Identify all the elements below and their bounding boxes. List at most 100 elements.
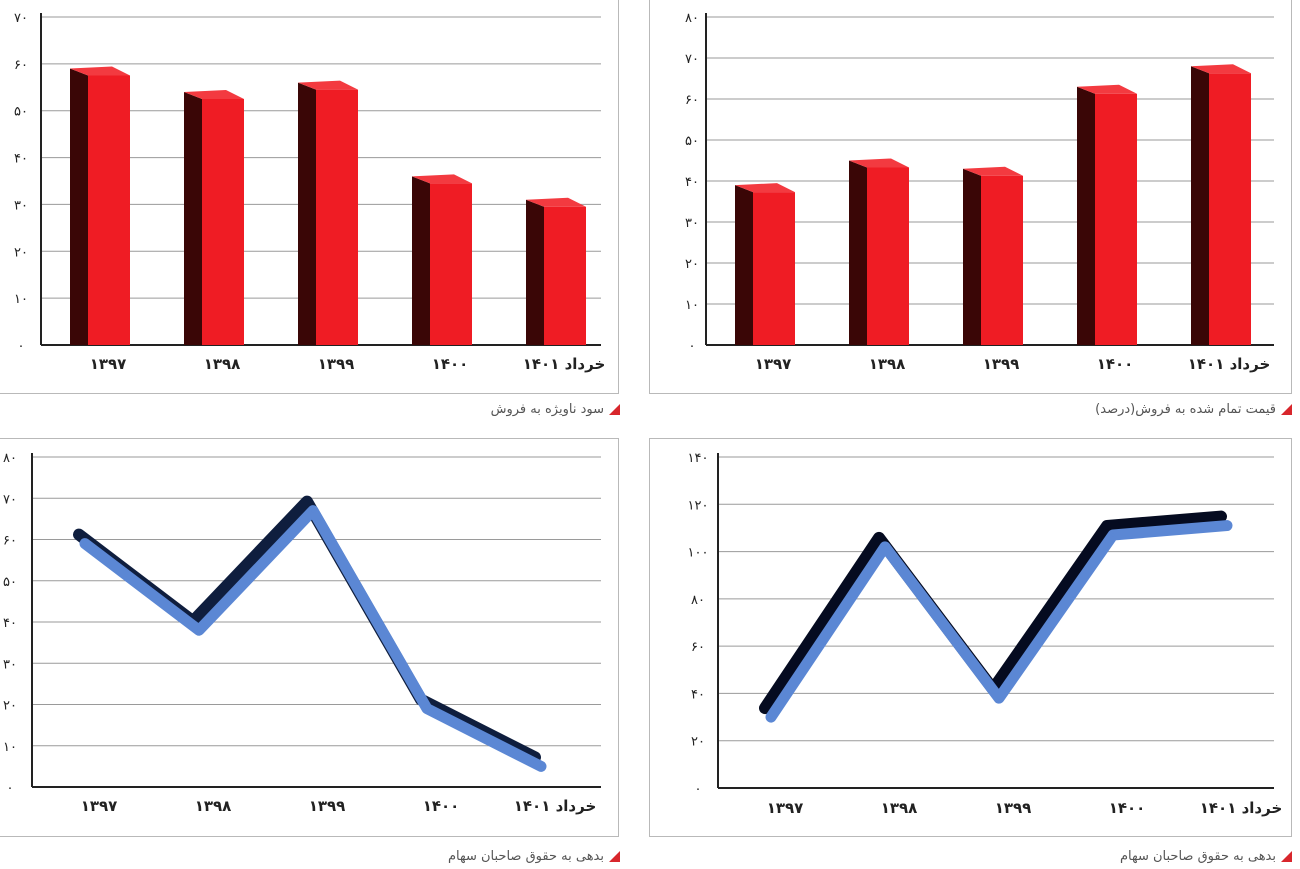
- x-category-label: خرداد ۱۴۰۱: [1188, 355, 1271, 373]
- y-tick-label: ۰: [7, 781, 14, 796]
- bar: [184, 89, 244, 345]
- y-tick-label: ۴۰: [3, 616, 17, 631]
- chart-top-right: ۰ ۱۰ ۲۰ ۳۰ ۴۰ ۵۰ ۶۰ ۷۰ ۸۰ ۱۳۹۷ ۱۳۹۸ ۱۳۹۹ ۱۴۰۰ خرداد ۱…: [685, 11, 1274, 373]
- y-tick-label: ۴۰: [14, 152, 28, 167]
- y-tick-label: ۰: [689, 339, 696, 354]
- bar-top: [963, 166, 1023, 176]
- caption-bottom-left: بدهی به حقوق صاحبان سهام: [448, 849, 620, 864]
- x-category-label: ۱۴۰۰: [432, 355, 469, 373]
- data-point: [311, 509, 315, 513]
- series-line: [79, 505, 547, 772]
- bar: [412, 174, 472, 345]
- caption-marker-icon: [609, 851, 620, 862]
- y-tick-label: ۳۰: [14, 198, 28, 213]
- y-tick-label: ۲۰: [685, 257, 699, 272]
- x-category-label: ۱۳۹۸: [869, 355, 906, 373]
- bar-top: [184, 89, 244, 99]
- chart-top-left: ۰ ۱۰ ۲۰ ۳۰ ۴۰ ۵۰ ۶۰ ۷۰ ۱۳۹۷ ۱۳۹۸ ۱۳۹۹ ۱۴۰۰ خرداد ۱۴۰…: [14, 11, 606, 373]
- x-category-label: ۱۳۹۷: [755, 355, 792, 373]
- data-point: [197, 628, 201, 632]
- bar-side: [298, 82, 316, 345]
- data-point: [1225, 524, 1229, 528]
- x-category-label: ۱۳۹۷: [90, 355, 127, 373]
- x-category-label: ۱۴۰۰: [1097, 355, 1134, 373]
- bar-top: [1077, 84, 1137, 94]
- y-tick-label: ۱۰: [685, 298, 699, 313]
- bar: [70, 66, 130, 346]
- caption-top-right: قیمت تمام شده به فروش(درصد): [1095, 402, 1292, 417]
- y-tick-label: ۳۰: [685, 216, 699, 231]
- x-category-label: ۱۳۹۹: [983, 355, 1020, 373]
- bar-front: [544, 206, 586, 345]
- bar-front: [430, 183, 472, 345]
- series-line-shadow: [759, 510, 1227, 715]
- bar-top: [849, 158, 909, 168]
- bar-top: [70, 66, 130, 76]
- bar-top: [298, 80, 358, 90]
- bar-side: [1077, 86, 1095, 345]
- y-tick-label: ۷۰: [14, 11, 28, 26]
- y-tick-label: ۸۰: [685, 11, 699, 26]
- y-tick-label: ۱۲۰: [688, 498, 709, 513]
- bar-top: [526, 197, 586, 207]
- y-tick-label: ۵۰: [3, 575, 17, 590]
- caption-text: سود ناویژه به فروش: [490, 402, 604, 417]
- bar-top: [412, 174, 472, 184]
- caption-text: بدهی به حقوق صاحبان سهام: [447, 849, 604, 864]
- y-tick-label: ۷۰: [3, 492, 17, 507]
- chart-bottom-right: ۰ ۲۰ ۴۰ ۶۰ ۸۰ ۱۰۰ ۱۲۰ ۱۴۰ ۱۳۹۷ ۱۳۹۸ ۱۳۹۹ ۱۴۰۰ خرداد …: [688, 451, 1283, 817]
- bar-side: [963, 168, 981, 345]
- y-tick-label: ۲۰: [691, 735, 705, 750]
- caption-marker-icon: [1281, 851, 1292, 862]
- chart-bottom-left: ۰ ۱۰ ۲۰ ۳۰ ۴۰ ۵۰ ۶۰ ۷۰ ۸۰ ۱۳۹۷ ۱۳۹۸ ۱۳۹۹ ۱۴۰۰ خرداد ۱…: [3, 451, 601, 815]
- y-tick-label: ۱۰۰: [688, 546, 709, 561]
- x-category-label: خرداد ۱۴۰۱: [1200, 799, 1283, 817]
- bar-side: [526, 199, 544, 345]
- y-tick-label: ۶۰: [685, 93, 699, 108]
- x-category-label: ۱۳۹۷: [81, 797, 118, 815]
- bar-top: [1191, 64, 1251, 74]
- bar: [1077, 84, 1137, 345]
- caption-top-left: سود ناویژه به فروش: [491, 402, 620, 417]
- data-point: [997, 696, 1001, 700]
- bar-side: [849, 160, 867, 345]
- data-point: [883, 545, 887, 549]
- bar: [298, 80, 358, 345]
- bar-front: [316, 89, 358, 345]
- y-tick-label: ۵۰: [685, 134, 699, 149]
- caption-marker-icon: [609, 404, 620, 415]
- chart-panel-bottom-right: ۰ ۲۰ ۴۰ ۶۰ ۸۰ ۱۰۰ ۱۲۰ ۱۴۰ ۱۳۹۷ ۱۳۹۸ ۱۳۹۹ ۱۴۰۰ خرداد …: [649, 438, 1292, 837]
- y-tick-label: ۷۰: [685, 52, 699, 67]
- caption-marker-icon: [1281, 404, 1292, 415]
- y-tick-label: ۸۰: [3, 451, 17, 466]
- bar-front: [202, 98, 244, 345]
- data-point: [769, 715, 773, 719]
- data-point: [539, 764, 543, 768]
- y-tick-label: ۱۰: [14, 292, 28, 307]
- y-tick-label: ۰: [18, 339, 25, 354]
- bar-front: [867, 167, 909, 345]
- chart-panel-bottom-left: ۰ ۱۰ ۲۰ ۳۰ ۴۰ ۵۰ ۶۰ ۷۰ ۸۰ ۱۳۹۷ ۱۳۹۸ ۱۳۹۹ ۱۴۰۰ خرداد ۱…: [0, 438, 619, 837]
- bar-front: [753, 192, 795, 345]
- x-category-label: خرداد ۱۴۰۱: [523, 355, 606, 373]
- caption-text: قیمت تمام شده به فروش(درصد): [1095, 402, 1276, 417]
- x-category-label: ۱۳۹۷: [767, 799, 804, 817]
- bar-front: [1209, 73, 1251, 345]
- bar-side: [735, 185, 753, 345]
- bar-side: [1191, 66, 1209, 345]
- y-tick-label: ۴۰: [685, 175, 699, 190]
- y-tick-label: ۶۰: [3, 534, 17, 549]
- data-point: [83, 542, 87, 546]
- x-category-label: خرداد ۱۴۰۱: [514, 797, 597, 815]
- y-tick-label: ۴۰: [691, 687, 705, 702]
- y-tick-label: ۱۴۰: [688, 451, 709, 466]
- bar: [526, 197, 586, 345]
- caption-text: بدهی به حقوق صاحبان سهام: [1119, 849, 1276, 864]
- bar: [849, 158, 909, 345]
- bar-side: [70, 68, 88, 346]
- bar-front: [1095, 93, 1137, 345]
- bar-top: [735, 183, 795, 193]
- y-tick-label: ۳۰: [3, 657, 17, 672]
- x-category-label: ۱۳۹۹: [309, 797, 346, 815]
- x-category-label: ۱۳۹۸: [204, 355, 241, 373]
